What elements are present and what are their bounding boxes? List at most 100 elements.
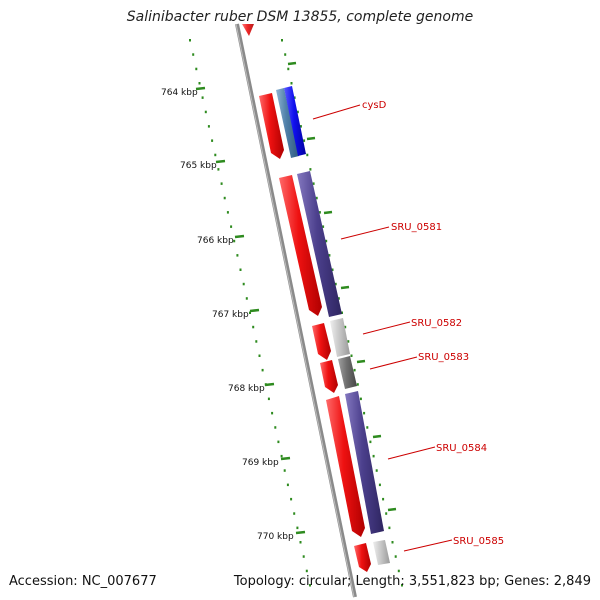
- scale-dot: [302, 555, 305, 558]
- cds-blue-cysD: [284, 86, 306, 156]
- scale-dot: [198, 82, 201, 85]
- scale-dot: [192, 53, 195, 56]
- scale-dot: [385, 512, 388, 515]
- scale-dot: [249, 311, 251, 314]
- scale-dot: [388, 526, 391, 530]
- scale-dot: [372, 454, 375, 458]
- scale-dot: [290, 497, 293, 501]
- scale-dot: [306, 153, 309, 157]
- scale-dot: [350, 354, 353, 357]
- gene-label-SRU_0582: SRU_0582: [411, 318, 462, 329]
- scale-label-764: 764 kbp: [161, 88, 198, 98]
- scale-dot: [255, 340, 258, 343]
- scale-dot: [347, 340, 350, 343]
- feature-partial-top: [242, 24, 254, 36]
- feature-red-5: [326, 396, 365, 537]
- scale-dot: [309, 584, 311, 587]
- scale-dot: [207, 125, 210, 128]
- leader-line-cysD: [312, 104, 361, 120]
- scale-dot: [296, 110, 299, 114]
- scale-dot: [223, 196, 226, 200]
- leader-line-SRU_0585: [403, 539, 453, 552]
- scale-dot: [293, 512, 296, 515]
- cds-steel-cysD-neighbor: [276, 88, 299, 158]
- scale-dot: [334, 282, 337, 286]
- scale-dot: [397, 569, 400, 573]
- scale-dot: [325, 239, 328, 243]
- inner-track-ticks: [287, 61, 397, 512]
- gene-label-SRU_0581: SRU_0581: [391, 222, 442, 233]
- feature-red-2: [279, 175, 322, 316]
- scale-dot: [391, 541, 394, 544]
- scale-dot: [236, 254, 239, 257]
- scale-dot: [341, 311, 343, 314]
- scale-dot: [284, 53, 287, 56]
- scale-dot: [271, 411, 274, 415]
- scale-dot: [286, 483, 289, 487]
- major-tick-767: [249, 308, 260, 313]
- scale-dot: [328, 254, 331, 257]
- scale-dot: [220, 182, 223, 185]
- scale-dot: [189, 39, 191, 42]
- scale-dot: [299, 125, 302, 128]
- scale-dot: [366, 426, 369, 429]
- scale-dot: [239, 268, 242, 271]
- scale-dot: [204, 110, 207, 114]
- scale-dot: [296, 526, 299, 530]
- scale-dot: [331, 268, 334, 271]
- feature-red-1: [259, 93, 284, 159]
- scale-label-767: 767 kbp: [212, 310, 249, 320]
- map-title: Salinibacter ruber DSM 13855, complete g…: [126, 9, 474, 25]
- major-tick-768: [264, 382, 275, 387]
- leader-line-SRU_0583: [369, 356, 418, 370]
- scale-dot: [356, 383, 359, 386]
- scale-dot: [401, 584, 403, 587]
- gene-label-SRU_0585: SRU_0585: [453, 536, 504, 547]
- major-tick-764: [195, 86, 206, 91]
- scale-dot: [369, 440, 372, 444]
- scale-label-765: 765 kbp: [180, 161, 217, 171]
- scale-dot: [226, 211, 229, 214]
- feature-red-4: [320, 360, 338, 393]
- scale-label-768: 768 kbp: [228, 384, 265, 394]
- scale-dot: [344, 325, 347, 329]
- accession-text: Accession: NC_007677: [9, 574, 157, 589]
- scale-dot: [322, 225, 325, 228]
- scale-dot: [274, 426, 277, 429]
- scale-dot: [217, 168, 220, 171]
- cds-lightgray-SRU_0585: [373, 540, 390, 565]
- scale-dot: [201, 96, 204, 99]
- scale-dot: [305, 569, 308, 573]
- scale-dot: [245, 297, 248, 300]
- major-tick-769: [280, 456, 291, 461]
- scale-dot: [303, 139, 306, 142]
- scale-dot: [315, 196, 318, 200]
- scale-dot: [382, 497, 385, 501]
- cds-purple-SRU_0581: [297, 171, 342, 317]
- scale-dot: [375, 469, 378, 472]
- scale-dot: [258, 354, 261, 357]
- leader-line-SRU_0581: [340, 226, 390, 240]
- cds-darkgray-SRU_0583: [338, 356, 357, 389]
- leader-line-SRU_0582: [362, 321, 411, 335]
- cds-lightgray-SRU_0582: [330, 318, 350, 357]
- scale-dot: [261, 368, 264, 372]
- major-tick-765: [215, 159, 226, 164]
- scale-dot: [283, 469, 286, 472]
- outer-scale-dots: [189, 39, 311, 587]
- scale-dot: [242, 282, 245, 286]
- scale-dot: [277, 440, 280, 444]
- scale-dot: [290, 82, 293, 85]
- scale-dot: [195, 67, 198, 71]
- scale-dot: [287, 67, 290, 71]
- feature-red-3: [312, 323, 331, 360]
- scale-dot: [363, 411, 366, 415]
- cds-purple-SRU_0584: [345, 391, 384, 534]
- scale-dot: [309, 168, 312, 171]
- inner-track-dots: [281, 39, 403, 587]
- scale-dot: [378, 483, 381, 487]
- scale-dot: [359, 397, 362, 401]
- major-tick-766: [234, 234, 245, 239]
- scale-dot: [267, 397, 270, 401]
- scale-label-770: 770 kbp: [257, 532, 294, 542]
